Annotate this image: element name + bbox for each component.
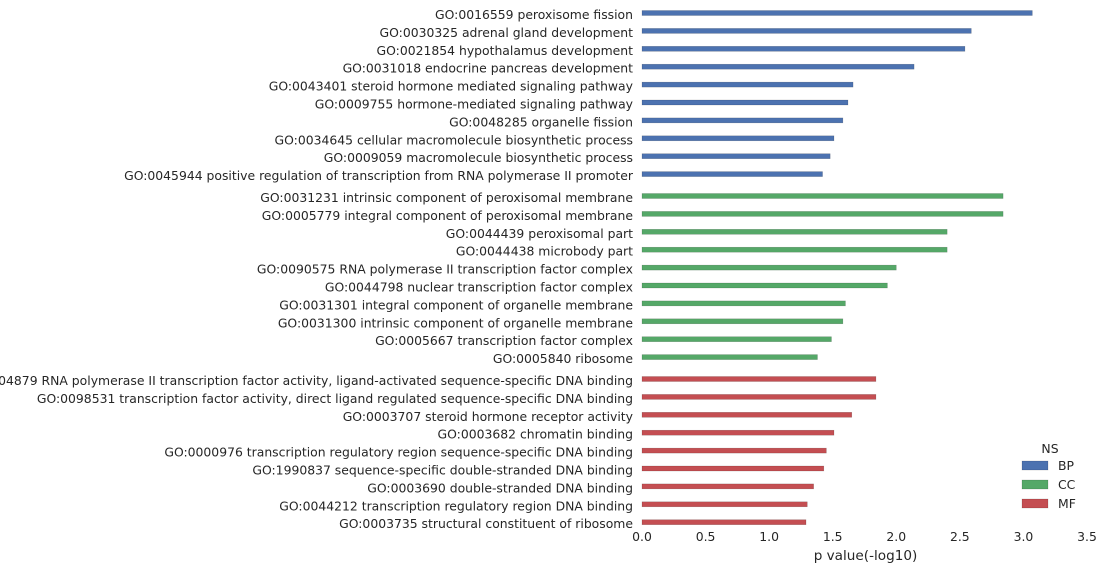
category-label: GO:0045944 positive regulation of transc… xyxy=(124,168,634,183)
x-axis: 0.0 0.5 1.0 1.5 2.0 2.5 3.0 3.5 xyxy=(632,529,1097,544)
category-label: GO:0009059 macromolecule biosynthetic pr… xyxy=(324,150,633,165)
category-label: GO:0098531 transcription factor activity… xyxy=(37,391,633,406)
category-label: GO:0043401 steroid hormone mediated sign… xyxy=(269,79,633,94)
bar-bp-0 xyxy=(641,10,1033,16)
category-label: GO:0090575 RNA polymerase II transcripti… xyxy=(257,262,633,277)
x-tick-label: 3.0 xyxy=(1014,529,1034,544)
category-label: GO:0016559 peroxisome fission xyxy=(435,7,633,22)
category-label: GO:0005840 ribosome xyxy=(493,351,633,366)
x-tick-label: 1.5 xyxy=(823,529,843,544)
bar-mf-5 xyxy=(641,465,825,472)
bar-bp-6 xyxy=(641,117,844,124)
x-tick-label: 0.0 xyxy=(632,529,652,544)
category-label: GO:0031231 intrinsic component of peroxi… xyxy=(260,190,633,205)
x-tick-label: 3.5 xyxy=(1077,529,1097,544)
legend-label-mf: MF xyxy=(1058,496,1076,511)
bar-bp-7 xyxy=(641,135,835,142)
bar-mf-1 xyxy=(641,394,877,400)
category-label: GO:0044438 microbody part xyxy=(456,244,633,259)
bar-cc-3 xyxy=(641,246,948,253)
bar-cc-8 xyxy=(641,336,832,342)
category-label: GO:0031300 intrinsic component of organe… xyxy=(278,315,633,330)
x-tick-label: 1.0 xyxy=(759,529,779,544)
bar-mf-2 xyxy=(641,412,853,418)
category-label: GO:0044798 nuclear transcription factor … xyxy=(325,280,633,295)
category-label: GO:0048285 organelle fission xyxy=(449,114,633,129)
bar-cc-5 xyxy=(641,282,888,289)
bar-cc-1 xyxy=(641,211,1004,217)
legend-title: NS xyxy=(1041,441,1058,456)
category-label: GO:0003707 steroid hormone receptor acti… xyxy=(343,409,633,424)
x-tick-label: 2.5 xyxy=(950,529,970,544)
x-tick-label: 2.0 xyxy=(886,529,906,544)
category-label: GO:1990837 sequence-specific double-stra… xyxy=(252,463,633,478)
bar-bp-1 xyxy=(641,28,972,34)
category-label: GO:0004879 RNA polymerase II transcripti… xyxy=(0,373,633,388)
bar-mf-3 xyxy=(641,429,835,436)
bar-bp-2 xyxy=(641,46,966,52)
legend-swatch-mf xyxy=(1021,498,1049,509)
category-label: GO:0009755 hormone-mediated signaling pa… xyxy=(315,97,633,112)
bar-cc-6 xyxy=(641,300,846,307)
category-label: GO:0030325 adrenal gland development xyxy=(380,25,634,40)
bar-mf-4 xyxy=(641,447,827,454)
bar-cc-0 xyxy=(641,193,1004,199)
bar-bp-3 xyxy=(641,63,915,70)
category-label: GO:0021854 hypothalamus development xyxy=(377,43,634,58)
category-label: GO:0034645 cellular macromolecule biosyn… xyxy=(275,132,633,147)
bar-cc-4 xyxy=(641,264,897,271)
category-label: GO:0003735 structural constituent of rib… xyxy=(339,516,633,531)
category-label: GO:0031301 integral component of organel… xyxy=(279,297,633,312)
bar-mf-6 xyxy=(641,483,814,490)
x-axis-label: p value(-log10) xyxy=(814,548,918,564)
category-label: GO:0031018 endocrine pancreas developmen… xyxy=(343,61,634,76)
x-tick-label: 0.5 xyxy=(696,529,716,544)
legend-swatch-bp xyxy=(1021,460,1049,471)
bar-bp-5 xyxy=(641,99,849,106)
legend-swatch-cc xyxy=(1021,479,1049,490)
category-label: GO:0005779 integral component of peroxis… xyxy=(262,208,633,223)
bar-mf-0 xyxy=(641,376,877,382)
legend-label-cc: CC xyxy=(1058,477,1075,492)
legend-label-bp: BP xyxy=(1058,458,1075,473)
legend: NS BP CC MF xyxy=(1021,441,1076,511)
category-label: GO:0003690 double-stranded DNA binding xyxy=(367,480,633,495)
category-labels-layer: GO:0016559 peroxisome fission GO:0030325 … xyxy=(0,7,634,531)
bar-cc-9 xyxy=(641,354,818,360)
bar-mf-8 xyxy=(641,519,807,525)
category-label: GO:0005667 transcription factor complex xyxy=(375,333,633,348)
category-label: GO:0000976 transcription regulatory regi… xyxy=(164,445,633,460)
category-label: GO:0044439 peroxisomal part xyxy=(446,226,633,241)
legend-items: BP CC MF xyxy=(1021,458,1076,511)
bar-cc-2 xyxy=(641,229,948,235)
bar-mf-7 xyxy=(641,501,808,508)
category-label: GO:0003682 chromatin binding xyxy=(438,427,633,442)
bar-cc-7 xyxy=(641,318,844,325)
bar-bp-8 xyxy=(641,153,831,159)
bar-bp-9 xyxy=(641,171,823,177)
category-label: GO:0044212 transcription regulatory regi… xyxy=(279,498,633,513)
bar-bp-4 xyxy=(641,81,854,88)
bars-layer xyxy=(641,10,1033,525)
